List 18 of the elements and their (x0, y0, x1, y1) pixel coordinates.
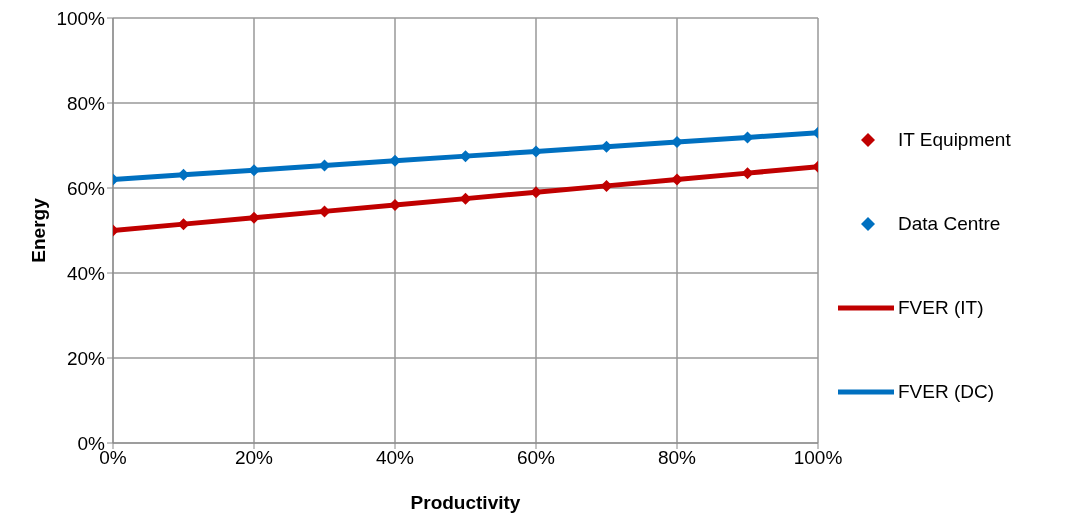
x-tick-label: 80% (657, 447, 697, 469)
legend-label: FVER (DC) (898, 380, 995, 403)
x-tick-label: 20% (234, 447, 274, 469)
legend-label: FVER (IT) (898, 296, 984, 319)
legend-label: IT Equipment (898, 128, 1011, 151)
y-tick-label: 80% (66, 92, 106, 114)
y-tick-label: 100% (56, 7, 106, 29)
legend-label: Data Centre (898, 212, 1001, 235)
point (671, 173, 683, 186)
y-tick-label: 20% (66, 347, 106, 369)
y-tick-label: 40% (66, 262, 106, 284)
point (530, 145, 542, 158)
y-tick-label: 60% (66, 177, 106, 199)
x-tick-label: 40% (375, 447, 415, 469)
x-tick-label: 100% (793, 447, 843, 469)
y-axis-title: Energy (27, 197, 49, 263)
x-tick-label: 60% (516, 447, 556, 469)
x-axis-title: Productivity (410, 492, 521, 513)
